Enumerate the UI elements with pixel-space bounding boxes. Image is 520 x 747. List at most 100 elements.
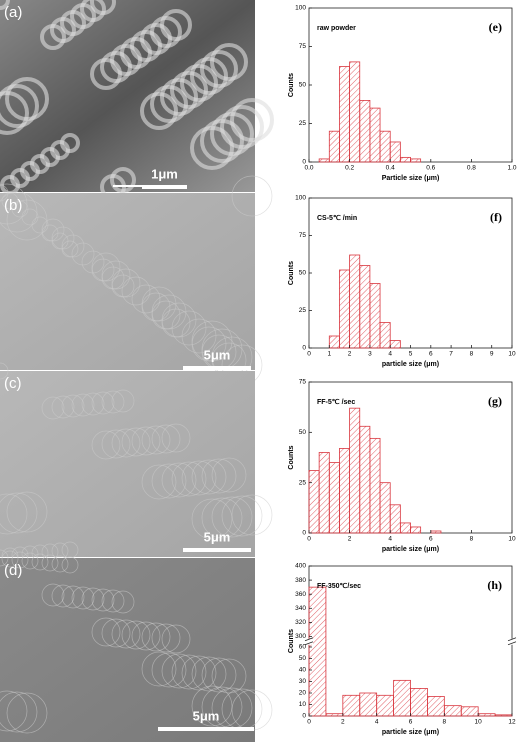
grain [61, 394, 85, 418]
grain [221, 495, 263, 537]
bar [399, 156, 411, 163]
grain [61, 556, 79, 574]
grain [151, 463, 187, 499]
bar [410, 688, 428, 717]
grain [71, 393, 95, 417]
axis-break [507, 641, 517, 646]
x-axis-label: Particle size (μm) [382, 175, 440, 182]
grain [101, 260, 131, 290]
grain [41, 218, 65, 242]
x-tick-label: 6 [409, 719, 413, 726]
x-tick-label: 9 [490, 351, 494, 358]
bar [494, 714, 513, 717]
grain [191, 498, 233, 540]
y-tick-label: 50 [299, 82, 307, 89]
grain [21, 552, 39, 570]
panel-tag: (h) [487, 578, 502, 592]
bar [430, 530, 442, 534]
scale-label: 5μm [193, 708, 220, 723]
grain [0, 493, 28, 535]
y-tick-label: 50 [299, 270, 307, 277]
y-tick-label: 25 [299, 307, 307, 314]
chart-title: CS-5℃ /min [317, 214, 357, 222]
panel-label: (b) [4, 197, 22, 214]
grain [111, 268, 141, 298]
grain [41, 396, 65, 420]
chart-title: raw powder [317, 25, 356, 32]
panel-tag: (e) [489, 20, 502, 34]
bar [460, 706, 479, 717]
bar [376, 694, 394, 717]
panel-label: (d) [4, 562, 22, 579]
x-tick-label: 7 [449, 351, 453, 358]
bar [318, 452, 330, 534]
x-tick-label: 0.0 [304, 165, 313, 172]
grain [110, 167, 136, 193]
bar [325, 713, 344, 717]
grain [150, 85, 188, 123]
grain [61, 240, 79, 258]
bar [369, 107, 381, 163]
y-tick-label: 0 [302, 530, 306, 537]
grain [141, 651, 177, 687]
grain [141, 292, 171, 322]
grain [51, 555, 69, 573]
y-axis-label: Counts [288, 73, 295, 97]
x-tick-label: 0 [307, 719, 311, 726]
grain [181, 460, 217, 496]
y-tick-label: 25 [299, 120, 307, 127]
sem-image [0, 193, 255, 370]
grain [0, 183, 28, 225]
bar [349, 407, 361, 534]
x-tick-label: 2 [348, 351, 352, 358]
grain [51, 395, 75, 419]
grain [81, 392, 105, 416]
x-tick-label: 5 [409, 351, 413, 358]
bar [339, 66, 351, 163]
bar [427, 696, 445, 717]
bar [339, 269, 351, 349]
grain [141, 622, 171, 652]
x-tick-label: 2 [348, 536, 352, 543]
grain [111, 590, 135, 614]
grain [101, 429, 131, 459]
bar [308, 470, 320, 534]
scale-label: 5μm [204, 347, 231, 362]
grain [191, 326, 227, 362]
grain [191, 656, 227, 692]
grain [101, 390, 125, 414]
grain [141, 464, 177, 500]
bar [359, 692, 378, 717]
grain [231, 494, 273, 536]
bar [339, 448, 351, 534]
bar [389, 141, 401, 163]
grain [181, 655, 217, 691]
x-tick-label: 0 [307, 351, 311, 358]
scale-bar [113, 185, 158, 187]
x-tick-label: 6 [429, 536, 433, 543]
grain [121, 276, 151, 306]
bar [328, 462, 340, 534]
grain [151, 652, 187, 688]
bar [410, 526, 422, 534]
grain [201, 657, 237, 693]
grain [60, 133, 80, 153]
x-tick-label: 0 [307, 536, 311, 543]
bar [379, 482, 391, 534]
y-tick-label: 100 [295, 195, 306, 202]
bar [369, 283, 381, 349]
chart-title: FF-5℃ /sec [317, 398, 355, 406]
y-tick-label: 25 [299, 479, 307, 486]
scale-label: 1μm [151, 166, 178, 181]
grain [101, 618, 131, 648]
grain [91, 252, 121, 282]
grain [161, 462, 197, 498]
x-tick-label: 8 [443, 719, 447, 726]
bar [359, 265, 371, 349]
bar [369, 437, 381, 534]
grain [131, 284, 161, 314]
bar [379, 322, 391, 349]
x-tick-label: 0.2 [345, 165, 354, 172]
bar [342, 694, 361, 717]
